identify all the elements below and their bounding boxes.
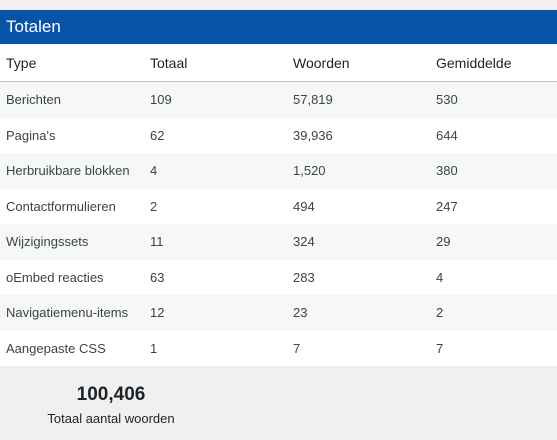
table-row: Pagina's 62 39,936 644 [0, 117, 557, 153]
table-row: Aangepaste CSS 1 7 7 [0, 330, 557, 366]
totals-table: Type Totaal Woorden Gemiddelde Berichten… [0, 44, 557, 366]
cell-words: 324 [287, 224, 430, 260]
cell-type: Pagina's [0, 117, 144, 153]
table-header-row: Type Totaal Woorden Gemiddelde [0, 44, 557, 82]
table-row: oEmbed reacties 63 283 4 [0, 259, 557, 295]
cell-words: 7 [287, 330, 430, 366]
panel-title: Totalen [0, 10, 557, 44]
total-words-value: 100,406 [76, 384, 146, 405]
cell-average: 2 [430, 295, 557, 331]
total-words-label: Totaal aantal woorden [47, 411, 175, 426]
cell-average: 247 [430, 188, 557, 224]
cell-total: 109 [144, 81, 287, 118]
column-header-total: Totaal [144, 44, 287, 82]
cell-average: 644 [430, 117, 557, 153]
column-header-words: Woorden [287, 44, 430, 82]
table-row: Wijzigingssets 11 324 29 [0, 224, 557, 260]
table-row: Herbruikbare blokken 4 1,520 380 [0, 153, 557, 189]
cell-type: Aangepaste CSS [0, 330, 144, 366]
cell-total: 11 [144, 224, 287, 260]
cell-average: 7 [430, 330, 557, 366]
table-row: Berichten 109 57,819 530 [0, 81, 557, 118]
summary-footer: 100,406 Totaal aantal woorden [0, 366, 557, 440]
cell-type: Navigatiemenu-items [0, 295, 144, 331]
cell-words: 57,819 [287, 81, 430, 118]
cell-words: 283 [287, 259, 430, 295]
cell-total: 63 [144, 259, 287, 295]
cell-words: 39,936 [287, 117, 430, 153]
cell-total: 4 [144, 153, 287, 189]
table-row: Navigatiemenu-items 12 23 2 [0, 295, 557, 331]
cell-average: 29 [430, 224, 557, 260]
table-row: Contactformulieren 2 494 247 [0, 188, 557, 224]
totals-panel: Totalen Type Totaal Woorden Gemiddelde B… [0, 10, 557, 367]
column-header-type: Type [0, 44, 144, 82]
cell-total: 1 [144, 330, 287, 366]
cell-total: 12 [144, 295, 287, 331]
column-header-average: Gemiddelde [430, 44, 557, 82]
cell-total: 2 [144, 188, 287, 224]
cell-words: 1,520 [287, 153, 430, 189]
cell-average: 530 [430, 81, 557, 118]
cell-average: 4 [430, 259, 557, 295]
total-words-summary: 100,406 Totaal aantal woorden [46, 384, 176, 426]
cell-type: oEmbed reacties [0, 259, 144, 295]
cell-average: 380 [430, 153, 557, 189]
cell-total: 62 [144, 117, 287, 153]
cell-type: Wijzigingssets [0, 224, 144, 260]
cell-words: 23 [287, 295, 430, 331]
cell-type: Berichten [0, 81, 144, 118]
cell-words: 494 [287, 188, 430, 224]
cell-type: Herbruikbare blokken [0, 153, 144, 189]
cell-type: Contactformulieren [0, 188, 144, 224]
